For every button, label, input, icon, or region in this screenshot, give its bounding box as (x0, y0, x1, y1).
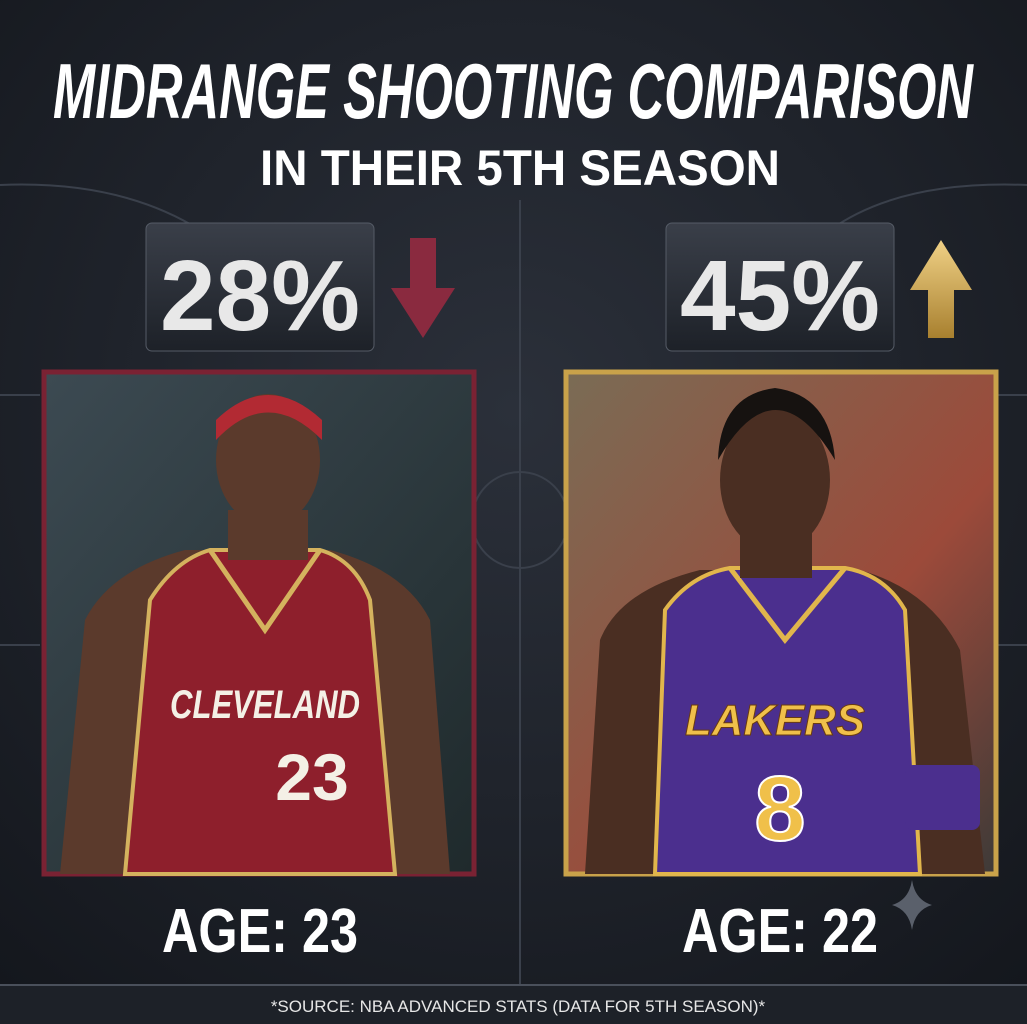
stat-box (665, 222, 895, 352)
sparkle (892, 880, 932, 930)
age-label: AGE: 22 (682, 897, 878, 966)
subtitle: IN THEIR 5TH SEASON (260, 140, 780, 196)
arrow-down (391, 238, 455, 338)
age-label: AGE: 23 (162, 897, 358, 966)
stat-box (145, 222, 375, 352)
source-note: *SOURCE: NBA ADVANCED STATS (DATA FOR 5T… (271, 997, 766, 1016)
jersey-number: 23 (275, 740, 348, 814)
stat-value: 28% (160, 240, 360, 352)
jersey-team: CLEVELAND (170, 683, 360, 727)
title: MIDRANGE SHOOTING COMPARISON (53, 47, 974, 135)
arrow-up (910, 240, 972, 338)
jersey-number: 8 (754, 758, 805, 860)
footer-bar (0, 985, 1027, 1024)
player-photo: CLEVELAND 23 (41, 369, 477, 877)
stat-value: 45% (680, 240, 880, 352)
jersey-team: LAKERS (685, 696, 865, 745)
player-photo: LAKERS 8 (563, 369, 999, 877)
